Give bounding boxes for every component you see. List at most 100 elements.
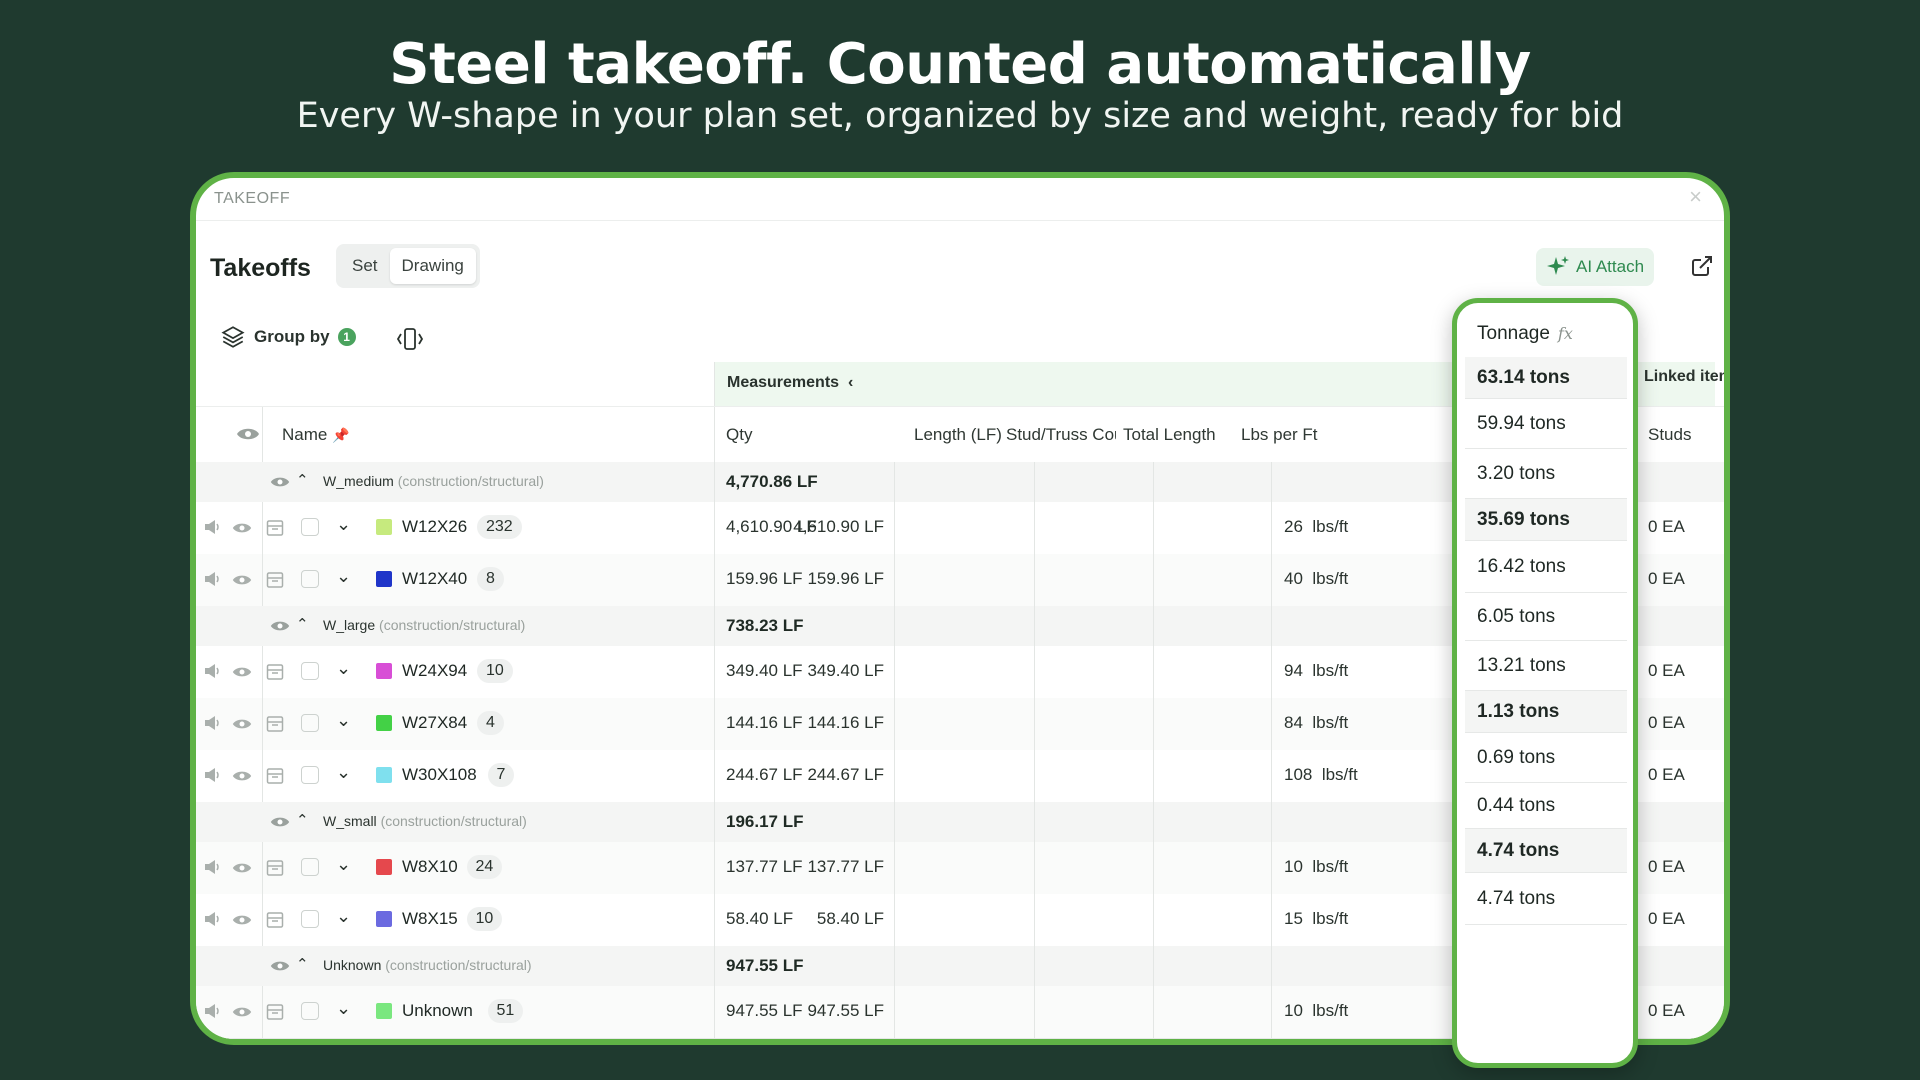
speaker-icon[interactable] [204, 519, 222, 535]
collapse-icon[interactable]: ⌃ [296, 472, 309, 489]
eye-icon[interactable] [270, 959, 290, 973]
chevron-down-icon[interactable]: ⌄ [336, 710, 352, 730]
item-name: W27X84 [402, 713, 468, 732]
eye-icon[interactable] [232, 1005, 252, 1019]
column-resize-icon[interactable] [396, 326, 424, 352]
eye-icon[interactable] [232, 913, 252, 927]
archive-icon[interactable] [266, 911, 284, 929]
chevron-down-icon[interactable]: ⌄ [336, 854, 352, 874]
row-checkbox[interactable] [301, 858, 319, 876]
studs-cell: 0 EA [1648, 517, 1685, 536]
qty-cell: 349.40 LF [726, 661, 803, 680]
studs-cell: 0 EA [1648, 909, 1685, 928]
length-cell: 4,610.90 LF [793, 517, 884, 536]
row-checkbox[interactable] [301, 662, 319, 680]
row-checkbox[interactable] [301, 766, 319, 784]
eye-icon[interactable] [236, 425, 260, 443]
speaker-icon[interactable] [204, 715, 222, 731]
column-lbs-per-ft[interactable]: Lbs per Ft [1241, 425, 1318, 444]
speaker-icon[interactable] [204, 911, 222, 927]
external-link-icon[interactable] [1690, 254, 1714, 278]
speaker-icon[interactable] [204, 859, 222, 875]
chevron-down-icon[interactable]: ⌄ [336, 762, 352, 782]
eye-icon[interactable] [232, 861, 252, 875]
chevron-down-icon[interactable]: ⌄ [336, 906, 352, 926]
archive-icon[interactable] [266, 859, 284, 877]
collapse-icon[interactable]: ⌃ [296, 616, 309, 633]
lbs-per-ft-cell: 10 lbs/ft [1284, 857, 1349, 876]
eye-icon[interactable] [232, 573, 252, 587]
item-name: W30X108 [402, 765, 477, 784]
collapse-icon[interactable]: ⌃ [296, 956, 309, 973]
color-swatch[interactable] [376, 715, 392, 731]
column-total-length[interactable]: Total Length [1123, 425, 1216, 444]
group-name: Unknown (construction/structural) [323, 957, 532, 973]
collapse-icon[interactable]: ⌃ [296, 812, 309, 829]
archive-icon[interactable] [266, 519, 284, 537]
eye-icon[interactable] [232, 769, 252, 783]
lbs-per-ft-cell: 40 lbs/ft [1284, 569, 1349, 588]
tonnage-cell: 0.69 tons [1465, 733, 1627, 783]
tonnage-cell: 16.42 tons [1465, 541, 1627, 593]
toggle-set[interactable]: Set [352, 256, 378, 275]
length-cell: 58.40 LF [816, 909, 884, 928]
color-swatch[interactable] [376, 911, 392, 927]
archive-icon[interactable] [266, 571, 284, 589]
group-by-button[interactable]: Group by 1 [220, 324, 356, 350]
ai-attach-button[interactable]: AI Attach [1536, 248, 1655, 286]
color-swatch[interactable] [376, 1003, 392, 1019]
color-swatch[interactable] [376, 663, 392, 679]
row-checkbox[interactable] [301, 910, 319, 928]
column-stud-truss-count[interactable]: Stud/Truss Coun [1006, 425, 1116, 444]
speaker-icon[interactable] [204, 663, 222, 679]
chevron-down-icon[interactable]: ⌄ [336, 514, 352, 534]
archive-icon[interactable] [266, 715, 284, 733]
color-swatch[interactable] [376, 519, 392, 535]
tonnage-header[interactable]: Tonnage fx [1477, 323, 1573, 344]
qty-cell: 4,610.90 LF [726, 517, 817, 536]
count-badge: 10 [477, 659, 513, 683]
speaker-icon[interactable] [204, 767, 222, 783]
eye-icon[interactable] [270, 815, 290, 829]
eye-icon[interactable] [232, 665, 252, 679]
studs-cell: 0 EA [1648, 765, 1685, 784]
speaker-icon[interactable] [204, 1003, 222, 1019]
chevron-down-icon[interactable]: ⌄ [336, 566, 352, 586]
column-qty[interactable]: Qty [726, 425, 753, 444]
column-studs[interactable]: Studs [1648, 425, 1692, 444]
count-badge: 51 [487, 999, 524, 1023]
column-length[interactable]: Length (LF) [914, 425, 1002, 444]
pin-icon[interactable]: 📌 [332, 427, 350, 443]
row-checkbox[interactable] [301, 1002, 319, 1020]
column-name[interactable]: Name 📌 [282, 425, 350, 444]
tonnage-cell: 59.94 tons [1465, 399, 1627, 449]
color-swatch[interactable] [376, 767, 392, 783]
toggle-drawing[interactable]: Drawing [389, 248, 476, 284]
qty-cell: 947.55 LF [726, 1001, 803, 1020]
qty-cell: 244.67 LF [726, 765, 803, 784]
eye-icon[interactable] [270, 619, 290, 633]
chevron-down-icon[interactable]: ⌄ [336, 658, 352, 678]
item-name: W8X15 [402, 909, 458, 928]
eye-icon[interactable] [232, 521, 252, 535]
row-checkbox[interactable] [301, 518, 319, 536]
tonnage-cell: 63.14 tons [1465, 357, 1627, 399]
group-qty: 947.55 LF [726, 956, 804, 975]
eye-icon[interactable] [232, 717, 252, 731]
archive-icon[interactable] [266, 767, 284, 785]
chevron-down-icon[interactable]: ⌄ [336, 998, 352, 1018]
speaker-icon[interactable] [204, 571, 222, 587]
hero-title: Steel takeoff. Counted automatically [389, 32, 1531, 97]
row-checkbox[interactable] [301, 570, 319, 588]
page-title: Takeoffs [210, 254, 311, 282]
row-checkbox[interactable] [301, 714, 319, 732]
archive-icon[interactable] [266, 663, 284, 681]
color-swatch[interactable] [376, 571, 392, 587]
archive-icon[interactable] [266, 1003, 284, 1021]
color-swatch[interactable] [376, 859, 392, 875]
group-name: W_large (construction/structural) [323, 617, 526, 633]
count-badge: 4 [477, 711, 504, 735]
eye-icon[interactable] [270, 475, 290, 489]
item-name: W12X26 [402, 517, 468, 536]
close-icon[interactable]: × [1689, 184, 1702, 209]
